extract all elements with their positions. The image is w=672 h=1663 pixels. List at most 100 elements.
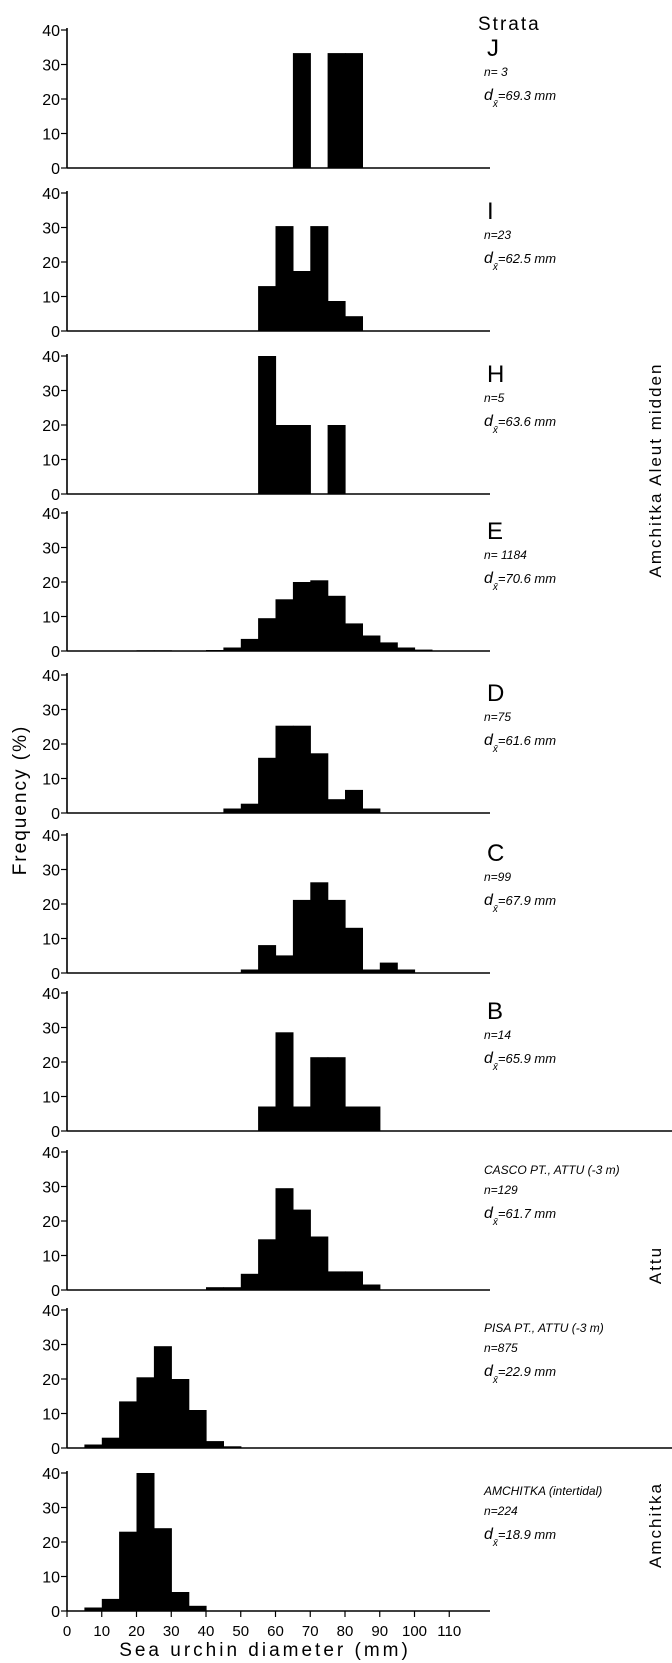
histogram-bar	[345, 623, 363, 651]
y-tick-label: 40	[42, 1145, 60, 1162]
histogram-bar	[171, 1592, 190, 1611]
histogram-bar	[345, 53, 363, 168]
histogram-bar	[275, 1188, 294, 1290]
x-tick-label: 80	[337, 1623, 354, 1640]
stratum-letter: I	[487, 198, 494, 225]
site-title: PISA PT., ATTU (-3 m)	[484, 1321, 604, 1335]
histogram-bar	[310, 1057, 329, 1131]
y-tick-label: 30	[42, 384, 60, 401]
sample-size: n= 3	[484, 65, 508, 79]
x-tick-label: 20	[128, 1623, 145, 1640]
x-tick-label: 90	[371, 1623, 388, 1640]
y-tick-label: 10	[42, 290, 60, 307]
histogram-bar	[101, 1598, 120, 1611]
x-tick-label: 50	[232, 1623, 249, 1640]
histogram-bar	[310, 580, 329, 651]
panel-c: 0 10 20 30 40 Cn=99 dx̄=67.9 mm	[42, 828, 556, 983]
histogram-bar	[362, 1106, 381, 1131]
y-tick-label: 30	[42, 1501, 60, 1518]
y-tick-label: 10	[42, 1570, 60, 1587]
mean-diameter: dx̄=63.6 mm	[484, 413, 556, 436]
panel-b: 0 10 20 30 40 Bn=14 dx̄=65.9 mm	[42, 986, 672, 1141]
y-tick-label: 20	[42, 897, 60, 914]
histogram-bar	[153, 1528, 172, 1611]
histogram-bar	[362, 808, 381, 813]
y-tick-label: 20	[42, 575, 60, 592]
x-axis: 0 10 20 30 40 50 60 70 80 90 100 110	[63, 1611, 461, 1640]
y-tick-label: 40	[42, 668, 60, 685]
histogram-bar	[292, 899, 311, 973]
histogram-bar	[258, 945, 277, 973]
mean-diameter: dx̄=70.6 mm	[484, 570, 556, 593]
y-tick-label: 10	[42, 1407, 60, 1424]
y-tick-label: 40	[42, 1303, 60, 1320]
histogram-bar	[206, 1441, 224, 1448]
mean-diameter: dx̄=61.7 mm	[484, 1205, 556, 1228]
y-tick-label: 0	[51, 644, 60, 661]
mean-diameter: dx̄=22.9 mm	[484, 1363, 556, 1386]
x-tick-label: 30	[163, 1623, 180, 1640]
histogram-bar	[310, 1236, 329, 1290]
sample-size: n=14	[484, 1028, 511, 1042]
stratum-letter: J	[487, 35, 499, 62]
y-tick-label: 10	[42, 127, 60, 144]
histogram-bar	[101, 1437, 120, 1448]
stratum-letter: D	[487, 680, 504, 707]
panel-site-9: 0 10 20 30 40 AMCHITKA (intertidal) n=224 dx̄=1…	[42, 1466, 602, 1621]
panel-e: 0 10 20 30 40 En= 1184 dx̄=70.6 mm	[42, 506, 556, 661]
histogram-bar	[258, 757, 277, 813]
y-tick-label: 40	[42, 349, 60, 366]
histogram-bar	[188, 1410, 207, 1448]
histogram-bar	[345, 1106, 363, 1131]
panel-site-7: 0 10 20 30 40 CASCO PT., ATTU (-3 m) n=129 dx̄=…	[42, 1145, 619, 1300]
histogram-bar	[258, 356, 277, 494]
y-tick-label: 0	[51, 1441, 60, 1458]
y-tick-label: 30	[42, 221, 60, 238]
group-label: Attu	[646, 1246, 665, 1284]
histogram-bar	[292, 1106, 311, 1131]
stratum-letter: H	[487, 361, 504, 388]
y-tick-label: 20	[42, 92, 60, 109]
histogram-bar	[240, 1273, 259, 1290]
mean-diameter: dx̄=18.9 mm	[484, 1526, 556, 1549]
mean-diameter: dx̄=69.3 mm	[484, 87, 556, 110]
y-tick-label: 30	[42, 58, 60, 75]
stratum-letter: E	[487, 518, 503, 545]
x-axis-title: Sea urchin diameter (mm)	[119, 1640, 411, 1661]
y-tick-label: 20	[42, 1214, 60, 1231]
histogram-bar	[223, 647, 242, 651]
histogram-bar	[397, 969, 416, 973]
y-tick-label: 40	[42, 828, 60, 845]
panel-site-8: 0 10 20 30 40 PISA PT., ATTU (-3 m) n=875 dx̄=2…	[42, 1303, 672, 1458]
histogram-bar	[240, 803, 259, 813]
mean-diameter: dx̄=65.9 mm	[484, 1050, 556, 1073]
panels-layer: 0 10 20 30 40 Jn= 3 dx̄=69.3 mm 0 10 20 30 40 In=23 d…	[42, 23, 672, 1640]
histogram-bar	[345, 927, 363, 973]
panel-h: 0 10 20 30 40 Hn=5 dx̄=63.6 mm	[42, 349, 556, 504]
y-tick-label: 10	[42, 772, 60, 789]
sample-size: n=875	[484, 1341, 518, 1355]
histogram-bar	[397, 647, 416, 651]
histogram-bar	[275, 955, 294, 973]
histogram-bar	[240, 638, 259, 651]
y-tick-label: 30	[42, 703, 60, 720]
histogram-bar	[223, 1287, 242, 1290]
y-tick-label: 20	[42, 1535, 60, 1552]
histogram-bar	[292, 1209, 311, 1290]
histogram-bar	[188, 1605, 207, 1611]
mean-diameter: dx̄=67.9 mm	[484, 892, 556, 915]
histogram-bar	[362, 635, 381, 651]
histogram-bar	[136, 1473, 155, 1611]
histogram-bar	[310, 226, 329, 331]
histogram-bar	[258, 1239, 277, 1290]
histogram-bar	[292, 425, 311, 494]
group-label: Amchitka	[646, 1482, 665, 1568]
sample-size: n=23	[484, 228, 511, 242]
sample-size: n=99	[484, 870, 511, 884]
histogram-bar	[258, 1106, 277, 1131]
histogram-bar	[258, 286, 277, 331]
histogram-bar	[327, 301, 346, 331]
histogram-bar	[292, 53, 311, 168]
y-tick-label: 0	[51, 324, 60, 341]
